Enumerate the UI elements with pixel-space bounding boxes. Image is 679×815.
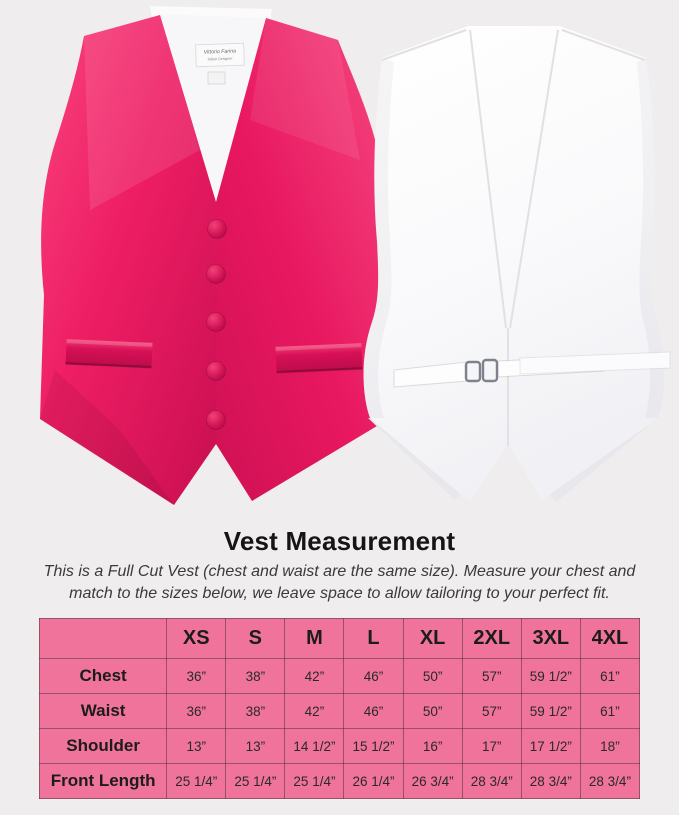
measurement-value: 25 1/4” xyxy=(284,763,345,800)
vest-button xyxy=(206,410,226,430)
size-col-xs: XS xyxy=(166,618,227,660)
size-col-xl: XL xyxy=(402,618,463,660)
measurement-value: 57” xyxy=(461,693,522,730)
product-image: Vittorio Farina Italian Designer xyxy=(40,6,671,505)
brand-label-line2: Italian Designer xyxy=(208,57,234,62)
vest-button xyxy=(206,264,226,284)
measurement-description-line2: match to the sizes below, we leave space… xyxy=(69,585,610,603)
vest-button xyxy=(206,312,226,332)
vest-buttons xyxy=(206,219,227,430)
brand-label-tag: Vittorio Farina Italian Designer xyxy=(195,42,245,68)
vest-front-image: Vittorio Farina Italian Designer xyxy=(40,6,393,505)
welt-pocket-left xyxy=(65,339,153,369)
measurement-value: 46” xyxy=(343,693,404,730)
measurement-value: 38” xyxy=(225,693,286,730)
measurement-value: 57” xyxy=(461,658,522,695)
size-col-4xl: 4XL xyxy=(579,618,641,660)
size-chart-corner-cell xyxy=(38,618,168,660)
measurement-value: 16” xyxy=(402,728,463,765)
measurement-value: 61” xyxy=(579,693,641,730)
size-chart-table: XS S M L XL 2XL 3XL 4XL Chest 36” 38” 42” 46” 50” 57” 5… xyxy=(38,618,641,800)
size-chart-row-shoulder: Shoulder 13” 13” 14 1/2” 15 1/2” 16” 17” 17 1/2… xyxy=(38,728,641,765)
measurement-section: Vest Measurement This is a Full Cut Vest… xyxy=(0,526,679,800)
measurement-value: 15 1/2” xyxy=(343,728,404,765)
size-chart-row-front-length: Front Length 25 1/4” 25 1/4” 25 1/4” 26 1/4”… xyxy=(38,763,641,800)
measurement-value: 50” xyxy=(402,658,463,695)
measurement-value: 13” xyxy=(225,728,286,765)
size-chart-header-row: XS S M L XL 2XL 3XL 4XL xyxy=(38,618,641,660)
size-chart-row-chest: Chest 36” 38” 42” 46” 50” 57” 59 1/2” 61” xyxy=(38,658,641,695)
measurement-value: 18” xyxy=(579,728,641,765)
size-col-m: M xyxy=(284,618,345,660)
satin-sheen-right xyxy=(250,18,360,160)
measurement-value: 61” xyxy=(579,658,641,695)
size-col-3xl: 3XL xyxy=(520,618,581,660)
measurement-value: 28 3/4” xyxy=(461,763,522,800)
satin-sheen-left xyxy=(84,15,200,210)
row-label: Front Length xyxy=(38,763,168,800)
size-tag xyxy=(207,71,226,85)
measurement-value: 17” xyxy=(461,728,522,765)
measurement-value: 50” xyxy=(402,693,463,730)
brand-label-line1: Vittorio Farina xyxy=(204,48,237,55)
measurement-value: 38” xyxy=(225,658,286,695)
measurement-value: 36” xyxy=(166,693,227,730)
vest-back-body xyxy=(363,26,665,502)
measurement-value: 28 3/4” xyxy=(520,763,581,800)
vest-photo-svg: Vittorio Farina Italian Designer xyxy=(40,6,671,505)
vest-front-right-panel xyxy=(216,18,393,501)
measurement-value: 36” xyxy=(166,658,227,695)
size-chart-wrap: XS S M L XL 2XL 3XL 4XL Chest 36” 38” 42” 46” 50” 57” 5… xyxy=(38,618,679,800)
measurement-value: 25 1/4” xyxy=(166,763,227,800)
vest-front-left-panel xyxy=(40,15,216,505)
measurement-value: 25 1/4” xyxy=(225,763,286,800)
vest-back-image xyxy=(363,26,671,502)
measurement-value: 26 3/4” xyxy=(402,763,463,800)
size-col-s: S xyxy=(225,618,286,660)
measurement-value: 13” xyxy=(166,728,227,765)
vest-button xyxy=(206,361,226,381)
measurement-value: 59 1/2” xyxy=(520,693,581,730)
size-chart-row-waist: Waist 36” 38” 42” 46” 50” 57” 59 1/2” 61” xyxy=(38,693,641,730)
measurement-value: 46” xyxy=(343,658,404,695)
measurement-value: 14 1/2” xyxy=(284,728,345,765)
measurement-value: 59 1/2” xyxy=(520,658,581,695)
row-label: Chest xyxy=(38,658,168,695)
row-label: Shoulder xyxy=(38,728,168,765)
measurement-value: 42” xyxy=(284,693,345,730)
measurement-value: 28 3/4” xyxy=(579,763,641,800)
row-label: Waist xyxy=(38,693,168,730)
vest-back-shade-left xyxy=(363,58,394,418)
measurement-description-line1: This is a Full Cut Vest (chest and waist… xyxy=(43,563,636,580)
size-col-l: L xyxy=(343,618,404,660)
back-strap-fold xyxy=(519,351,671,375)
page-title: Vest Measurement xyxy=(223,526,456,556)
measurement-value: 42” xyxy=(284,658,345,695)
vest-button xyxy=(207,219,227,239)
size-col-2xl: 2XL xyxy=(461,618,522,660)
measurement-value: 17 1/2” xyxy=(520,728,581,765)
strap-buckle xyxy=(464,358,499,383)
satin-shade-bottom xyxy=(40,370,174,505)
vest-back-shade-right xyxy=(637,58,665,418)
back-strap xyxy=(393,351,671,388)
vest-back-seams xyxy=(381,29,646,446)
measurement-description: This is a Full Cut Vest (chest and waist… xyxy=(0,561,679,605)
measurement-value: 26 1/4” xyxy=(343,763,404,800)
welt-pocket-right xyxy=(275,343,363,374)
